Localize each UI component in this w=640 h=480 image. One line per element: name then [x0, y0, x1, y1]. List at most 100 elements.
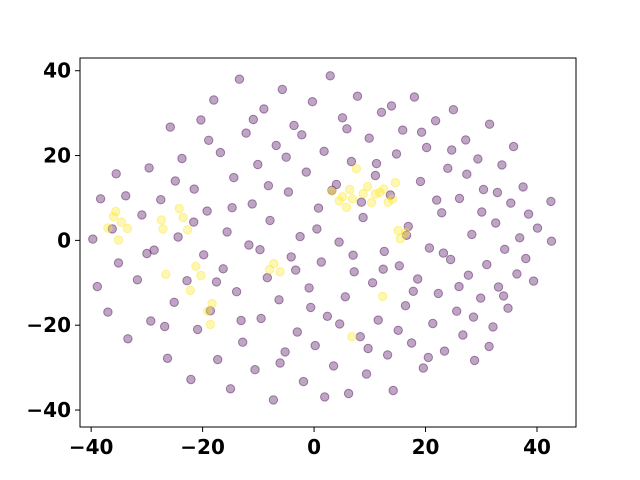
- data-point-class-1: [347, 194, 358, 204]
- data-point-class-0: [406, 338, 417, 348]
- data-point-class-0: [169, 297, 179, 307]
- data-point-class-0: [394, 261, 404, 271]
- data-point-class-0: [297, 130, 307, 140]
- x-tick-label: 20: [412, 435, 440, 459]
- data-point-class-0: [215, 147, 226, 158]
- data-point-class-0: [196, 115, 206, 125]
- data-point-class-0: [146, 316, 156, 326]
- y-tick-label: 0: [57, 228, 71, 252]
- data-point-class-1: [370, 189, 381, 199]
- data-point-class-0: [177, 153, 187, 164]
- data-point-class-0: [448, 105, 459, 115]
- data-point-class-0: [325, 71, 335, 81]
- data-point-class-0: [121, 191, 131, 201]
- data-point-class-1: [383, 197, 393, 207]
- y-tick-label: 20: [43, 144, 71, 168]
- data-point-class-0: [546, 236, 557, 246]
- data-point-class-0: [476, 293, 486, 303]
- data-point-class-0: [348, 250, 358, 260]
- data-point-class-0: [473, 154, 483, 164]
- data-point-class-1: [400, 228, 411, 238]
- data-point-class-0: [289, 120, 299, 131]
- data-point-class-1: [362, 181, 373, 192]
- data-point-class-1: [366, 197, 377, 208]
- data-point-class-0: [307, 97, 318, 107]
- data-point-class-0: [421, 142, 432, 153]
- data-point-class-0: [355, 332, 365, 342]
- data-point-class-0: [205, 306, 216, 316]
- y-axis: −40 −20 0 20 40: [26, 59, 80, 422]
- data-point-class-1: [116, 217, 126, 227]
- data-point-class-0: [320, 392, 330, 402]
- data-point-class-1: [205, 319, 216, 330]
- data-point-class-1: [334, 196, 344, 206]
- data-point-class-0: [484, 341, 494, 352]
- data-point-class-0: [227, 203, 237, 213]
- data-point-class-0: [418, 363, 428, 373]
- data-point-class-1: [387, 194, 398, 204]
- data-point-class-0: [468, 312, 479, 322]
- data-point-class-0: [137, 210, 147, 220]
- data-point-class-0: [498, 291, 509, 301]
- x-tick-label: 0: [307, 435, 321, 459]
- data-point-class-0: [234, 74, 245, 84]
- data-point-class-1: [207, 298, 217, 309]
- data-point-class-1: [327, 186, 337, 196]
- data-point-class-0: [364, 133, 374, 143]
- data-point-class-1: [358, 189, 368, 199]
- data-point-class-0: [111, 169, 121, 179]
- data-point-class-0: [521, 253, 531, 264]
- data-point-class-0: [393, 325, 403, 335]
- data-point-class-0: [281, 152, 291, 162]
- data-point-class-0: [286, 252, 296, 262]
- data-point-class-0: [334, 237, 344, 247]
- data-point-class-1: [202, 306, 213, 316]
- data-point-class-0: [447, 145, 457, 155]
- data-point-class-0: [452, 306, 462, 316]
- data-point-class-1: [196, 270, 206, 281]
- data-point-class-0: [277, 84, 287, 95]
- data-point-class-0: [438, 248, 449, 258]
- data-point-class-0: [189, 184, 199, 194]
- data-point-class-0: [376, 107, 387, 118]
- data-point-class-0: [413, 274, 423, 284]
- data-point-class-0: [371, 158, 382, 169]
- data-point-class-0: [458, 330, 468, 340]
- data-point-class-0: [491, 218, 501, 228]
- data-point-class-0: [424, 243, 435, 253]
- data-point-class-0: [445, 254, 456, 265]
- data-point-class-1: [269, 259, 279, 269]
- data-point-class-0: [189, 217, 199, 227]
- data-point-class-0: [319, 146, 329, 157]
- data-point-class-0: [478, 184, 489, 195]
- data-point-class-0: [482, 259, 492, 270]
- data-point-class-0: [259, 104, 269, 114]
- data-point-class-1: [341, 202, 352, 213]
- data-point-class-0: [430, 116, 441, 126]
- data-point-class-0: [213, 354, 223, 365]
- data-point-class-0: [123, 334, 133, 344]
- data-point-class-0: [263, 181, 274, 191]
- series-class-0: [88, 71, 557, 405]
- data-point-class-0: [463, 270, 474, 280]
- data-point-class-0: [316, 257, 326, 267]
- data-point-class-1: [161, 269, 171, 279]
- data-point-class-0: [170, 176, 181, 186]
- data-point-class-0: [253, 159, 263, 170]
- data-point-class-0: [322, 311, 333, 321]
- data-point-class-0: [484, 119, 495, 129]
- data-point-class-1: [182, 225, 193, 235]
- y-tick-label: 40: [43, 59, 71, 83]
- data-point-class-0: [352, 91, 363, 101]
- data-point-class-0: [518, 182, 528, 192]
- data-point-class-0: [408, 286, 418, 296]
- data-point-class-0: [508, 141, 519, 152]
- data-point-class-1: [113, 235, 124, 245]
- data-point-class-0: [262, 273, 272, 283]
- data-point-class-0: [113, 258, 124, 268]
- data-point-class-0: [301, 167, 311, 177]
- data-point-class-0: [439, 346, 450, 356]
- data-point-class-1: [156, 215, 167, 225]
- data-point-class-0: [88, 234, 98, 244]
- data-point-class-0: [388, 385, 398, 396]
